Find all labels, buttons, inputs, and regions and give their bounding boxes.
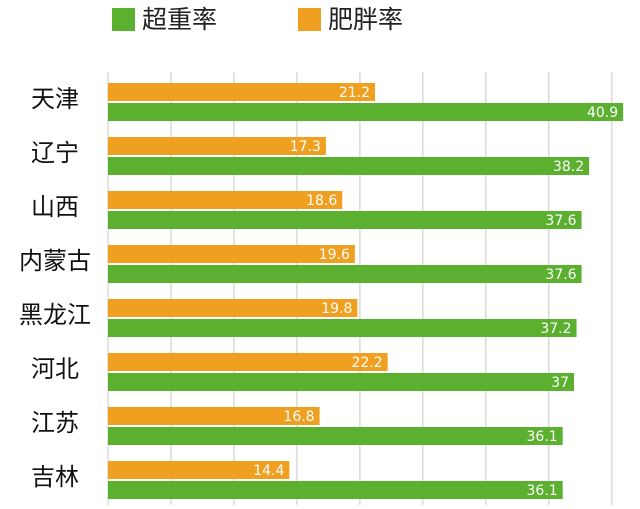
legend-label: 超重率: [142, 5, 217, 34]
bar: [108, 481, 563, 499]
bar: [108, 373, 575, 391]
value-label: 16.8: [283, 409, 314, 425]
bar: [108, 191, 343, 209]
value-label: 37.2: [540, 321, 571, 337]
y-tick-label: 天津: [31, 85, 79, 113]
value-label: 19.6: [319, 247, 350, 263]
y-tick-label: 河北: [31, 355, 79, 383]
y-tick-label: 黑龙江: [19, 301, 91, 329]
y-tick-label: 山西: [31, 193, 79, 221]
value-label: 22.2: [351, 355, 382, 371]
bar: [108, 299, 358, 317]
bar: [108, 353, 388, 371]
bar: [108, 137, 326, 155]
legend-swatch: [112, 8, 135, 31]
value-label: 37.6: [545, 213, 576, 229]
value-label: 37: [551, 375, 569, 391]
value-label: 17.3: [290, 139, 321, 155]
bar: [108, 103, 624, 121]
bar: [108, 245, 355, 263]
value-label: 37.6: [545, 267, 576, 283]
value-label: 21.2: [339, 85, 370, 101]
y-tick-label: 内蒙古: [19, 247, 91, 275]
value-label: 38.2: [553, 159, 584, 175]
bar: [108, 265, 582, 283]
y-tick-label: 江苏: [31, 409, 79, 437]
value-label: 14.4: [253, 463, 284, 479]
value-label: 19.8: [321, 301, 352, 317]
value-label: 36.1: [527, 429, 558, 445]
legend-label: 肥胖率: [328, 5, 403, 34]
bar: [108, 461, 290, 479]
value-label: 40.9: [587, 105, 618, 121]
bar: [108, 319, 577, 337]
bar: [108, 211, 582, 229]
value-label: 18.6: [306, 193, 337, 209]
bar: [108, 157, 590, 175]
bar: [108, 407, 320, 425]
bar: [108, 83, 376, 101]
value-label: 36.1: [527, 483, 558, 499]
bar: [108, 427, 563, 445]
y-tick-label: 辽宁: [31, 139, 79, 167]
legend-swatch: [298, 8, 321, 31]
y-tick-label: 吉林: [31, 463, 79, 491]
